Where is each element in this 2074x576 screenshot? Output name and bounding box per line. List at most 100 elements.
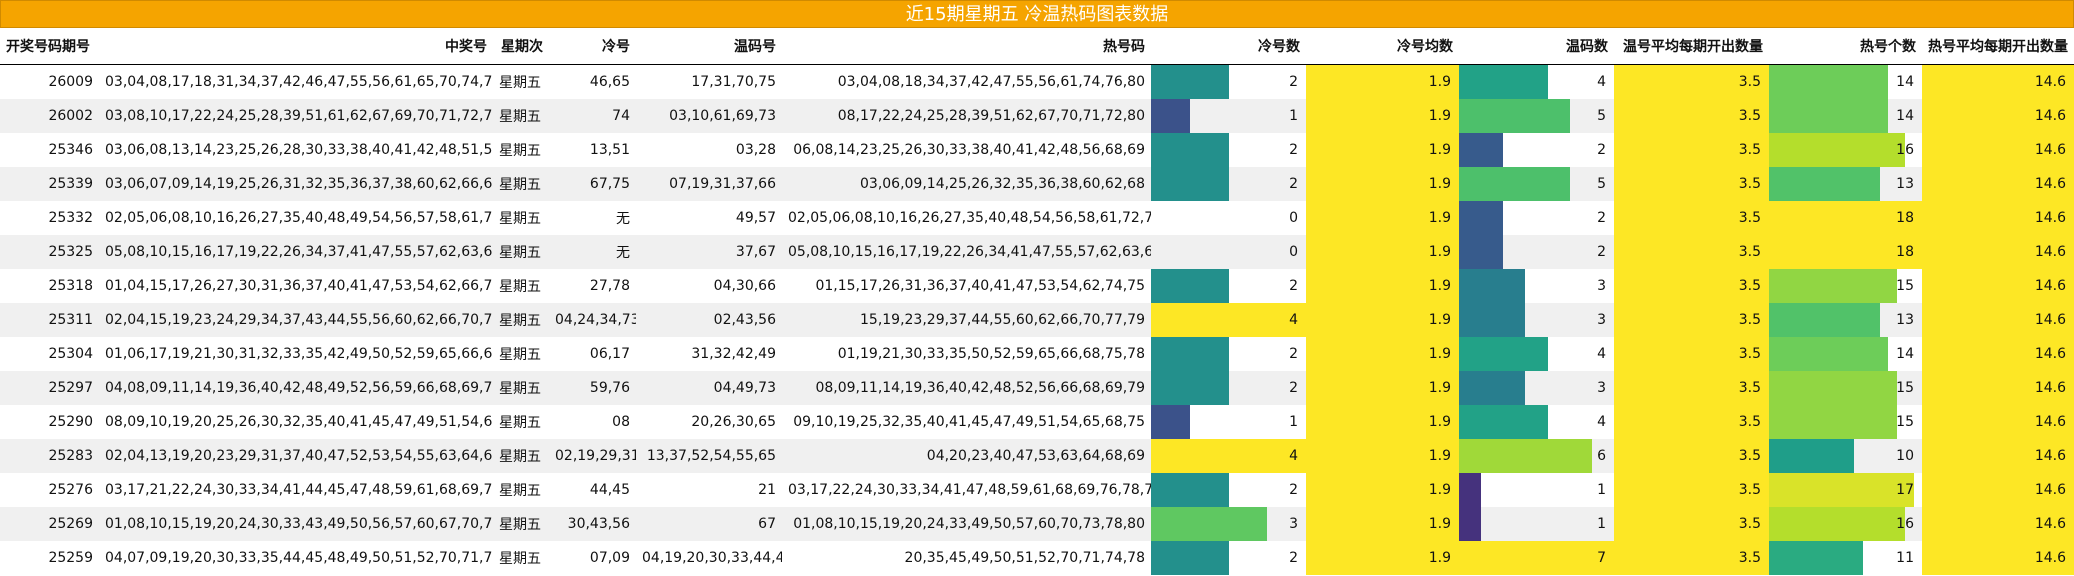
table-cell: 46,65	[589, 73, 630, 90]
table-cell: 01,19,21,30,33,35,50,52,59,65,66,68,75,7…	[837, 345, 1145, 362]
cell-value: 1	[1289, 413, 1298, 430]
table-cell: 星期五	[499, 278, 541, 295]
cell-value: 2	[1289, 141, 1298, 158]
table-cell: 74	[549, 98, 636, 133]
data-bar	[1459, 438, 1592, 473]
table-cell: 星期五	[499, 210, 541, 227]
cell-value: 4	[1289, 447, 1298, 464]
data-bar	[1151, 268, 1229, 303]
bar-cell: 14	[1769, 98, 1922, 133]
cell-value: 14.6	[2034, 515, 2066, 532]
table-cell: 25304	[48, 345, 93, 362]
table-cell: 02,05,06,08,10,16,26,27,35,40,48,49,54,5…	[105, 209, 493, 226]
table-cell: 25332	[48, 209, 93, 226]
bar-cell: 3.5	[1614, 166, 1769, 201]
column-header: 温码数	[1459, 28, 1614, 65]
data-bar	[1769, 132, 1905, 167]
table-cell: 星期五	[493, 98, 549, 133]
table-cell: 08,09,11,14,19,36,40,42,48,52,56,66,68,6…	[782, 370, 1151, 405]
table-cell: 03,10,61,69,73	[636, 98, 782, 133]
cell-value: 11	[1896, 549, 1914, 566]
table-cell: 02,43,56	[636, 302, 782, 337]
cell-value: 14.6	[2034, 379, 2066, 396]
cell-value: 3.5	[1738, 243, 1761, 260]
cell-value: 18	[1896, 243, 1914, 260]
data-bar	[1459, 404, 1548, 439]
bar-cell: 14.6	[1922, 132, 2074, 167]
table-cell: 05,08,10,15,16,17,19,22,26,34,41,47,55,5…	[782, 234, 1151, 269]
data-bar	[1306, 302, 1459, 337]
bar-cell: 3	[1151, 506, 1306, 541]
table-cell: 08,17,22,24,25,28,39,51,62,67,70,71,72,8…	[782, 98, 1151, 133]
table-cell: 03,08,10,17,22,24,25,28,39,51,61,62,67,6…	[99, 98, 493, 133]
bar-cell: 3.5	[1614, 98, 1769, 133]
table-cell: 08,09,10,19,20,25,26,30,32,35,40,41,45,4…	[105, 413, 493, 430]
cell-value: 1.9	[1428, 107, 1451, 124]
table-cell: 01,06,17,19,21,30,31,32,33,35,42,49,50,5…	[105, 345, 493, 362]
cell-value: 3.5	[1738, 379, 1761, 396]
table-cell: 27,78	[589, 277, 630, 294]
bar-cell: 14.6	[1922, 438, 2074, 473]
bar-cell: 4	[1459, 65, 1614, 99]
data-bar	[1459, 336, 1548, 371]
header-row: 开奖号码期号 中奖号 星期次 冷号 温码号 热号码 冷号数 冷号均数 温码数 温号平均每期开出数量…	[0, 28, 2074, 65]
table-row: 25325 05,08,10,15,16,17,19,22,26,34,37,41…	[0, 234, 2074, 269]
table-cell: 25325	[0, 234, 99, 269]
table-cell: 星期五	[493, 302, 549, 337]
bar-cell: 1	[1151, 98, 1306, 133]
data-bar	[1151, 336, 1229, 371]
table-cell: 30,43,56	[549, 506, 636, 541]
cell-value: 14.6	[2034, 107, 2066, 124]
data-bar	[1151, 472, 1229, 507]
data-bar	[1769, 234, 1922, 269]
data-bar	[1459, 268, 1526, 303]
data-bar	[1151, 540, 1229, 575]
bar-cell: 6	[1459, 438, 1614, 473]
table-row: 25269 01,08,10,15,19,20,24,30,33,43,49,50…	[0, 506, 2074, 541]
data-bar	[1614, 404, 1769, 439]
table-cell: 08	[612, 413, 630, 430]
bar-cell: 11	[1769, 540, 1922, 575]
cell-value: 14.6	[2034, 209, 2066, 226]
data-bar	[1151, 65, 1229, 99]
cell-value: 3.5	[1738, 209, 1761, 226]
table-row: 25339 03,06,07,09,14,19,25,26,31,32,35,36…	[0, 166, 2074, 201]
table-cell: 15,19,23,29,37,44,55,60,62,66,70,77,79	[782, 302, 1151, 337]
bar-cell: 1.9	[1306, 132, 1459, 167]
bar-cell: 1.9	[1306, 438, 1459, 473]
cell-value: 14.6	[2034, 175, 2066, 192]
table-cell: 25269	[0, 506, 99, 541]
table-cell: 无	[616, 210, 630, 227]
table-cell: 21	[758, 481, 776, 498]
table-cell: 06,08,14,23,25,26,30,33,38,40,41,42,48,5…	[793, 141, 1145, 158]
bar-cell: 14.6	[1922, 166, 2074, 201]
column-header: 冷号数	[1151, 28, 1306, 65]
data-bar	[1459, 506, 1482, 541]
cell-value: 3	[1597, 277, 1606, 294]
bar-cell: 0	[1151, 234, 1306, 269]
bar-cell: 3.5	[1614, 438, 1769, 473]
data-bar	[1614, 336, 1769, 371]
cell-value: 14	[1896, 73, 1914, 90]
bar-cell: 3	[1459, 370, 1614, 405]
cell-value: 0	[1289, 209, 1298, 226]
table-cell: 25297	[0, 370, 99, 405]
data-bar	[1769, 506, 1905, 541]
column-header: 开奖号码期号	[0, 28, 99, 65]
cell-value: 4	[1289, 311, 1298, 328]
bar-cell: 1.9	[1306, 268, 1459, 303]
cell-value: 14	[1896, 107, 1914, 124]
table-cell: 04,07,09,19,20,30,33,35,44,45,48,49,50,5…	[105, 549, 493, 566]
table-cell: 星期五	[499, 142, 541, 159]
bar-cell: 1.9	[1306, 166, 1459, 201]
table-row: 26002 03,08,10,17,22,24,25,28,39,51,61,62…	[0, 98, 2074, 133]
bar-cell: 1.9	[1306, 98, 1459, 133]
data-bar	[1922, 65, 2074, 99]
table-cell: 20,26,30,65	[691, 413, 776, 430]
bar-cell: 5	[1459, 98, 1614, 133]
data-bar	[1614, 166, 1769, 201]
table-cell: 26002	[0, 98, 99, 133]
table-row: 25332 02,05,06,08,10,16,26,27,35,40,48,49…	[0, 200, 2074, 235]
cell-value: 2	[1289, 379, 1298, 396]
table-row: 25283 02,04,13,19,20,23,29,31,37,40,47,52…	[0, 438, 2074, 473]
